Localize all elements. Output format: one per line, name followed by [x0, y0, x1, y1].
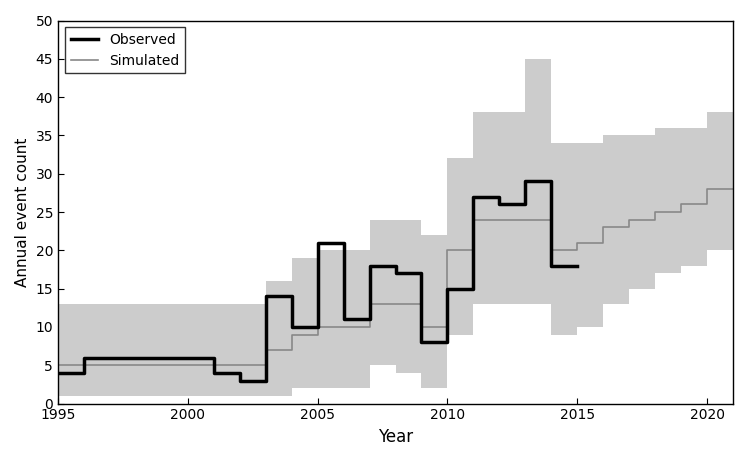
Legend: Observed, Simulated: Observed, Simulated	[65, 28, 186, 73]
X-axis label: Year: Year	[378, 428, 413, 446]
Y-axis label: Annual event count: Annual event count	[15, 137, 30, 287]
